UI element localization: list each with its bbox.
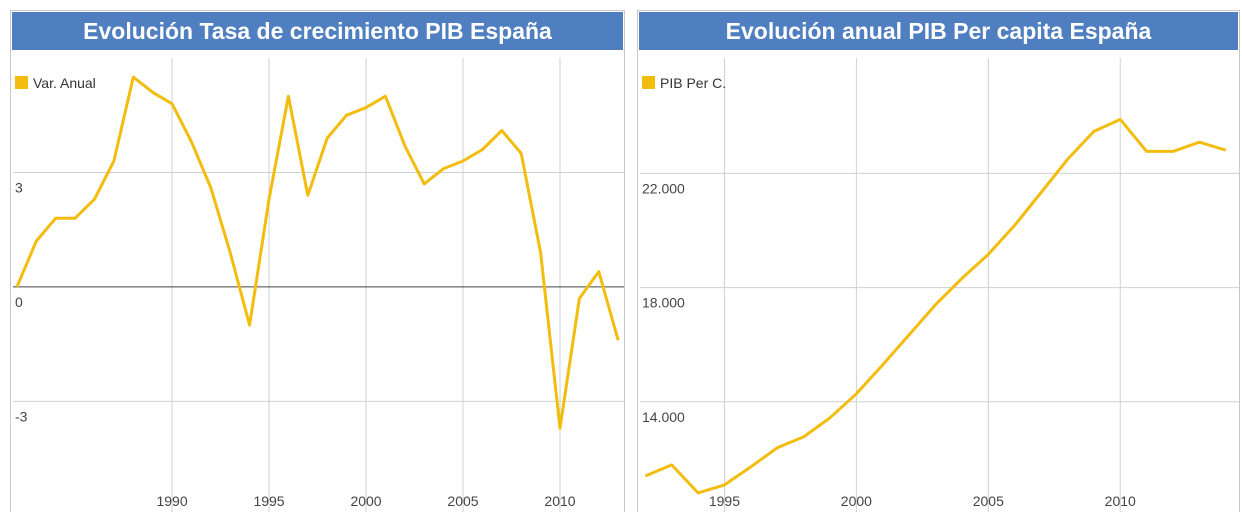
- legend-label: Var. Anual: [33, 75, 96, 91]
- chart-title: Evolución anual PIB Per capita España: [726, 18, 1152, 44]
- x-tick-label: 2010: [1105, 493, 1136, 509]
- legend-swatch: [15, 76, 28, 89]
- x-tick-label: 1995: [253, 493, 284, 509]
- legend-label: PIB Per C.: [660, 75, 726, 91]
- chart-panel: Evolución Tasa de crecimiento PIB España…: [10, 10, 625, 517]
- y-tick-label: 3: [15, 179, 23, 195]
- y-tick-label: 0: [15, 294, 23, 310]
- y-tick-label: 18.000: [642, 295, 685, 311]
- x-tick-label: 1995: [709, 493, 740, 509]
- x-tick-label: 2000: [841, 493, 872, 509]
- title-bar: [639, 12, 1238, 50]
- data-line: [15, 75, 620, 430]
- legend-swatch: [642, 76, 655, 89]
- x-tick-label: 2000: [350, 493, 381, 509]
- y-tick-label: -3: [15, 408, 28, 424]
- panel-border: [637, 10, 1240, 517]
- y-tick-label: 22.000: [642, 180, 685, 196]
- chart-panel: Evolución anual PIB Per capita España 199…: [637, 10, 1240, 517]
- title-bar: [12, 12, 623, 50]
- x-tick-label: 2005: [973, 493, 1004, 509]
- x-tick-label: 1990: [156, 493, 187, 509]
- data-line: [644, 117, 1227, 495]
- y-tick-label: 14.000: [642, 409, 685, 425]
- x-tick-label: 2010: [544, 493, 575, 509]
- x-tick-label: 2005: [447, 493, 478, 509]
- panel-border: [10, 10, 625, 517]
- chart-title: Evolución Tasa de crecimiento PIB España: [83, 18, 552, 44]
